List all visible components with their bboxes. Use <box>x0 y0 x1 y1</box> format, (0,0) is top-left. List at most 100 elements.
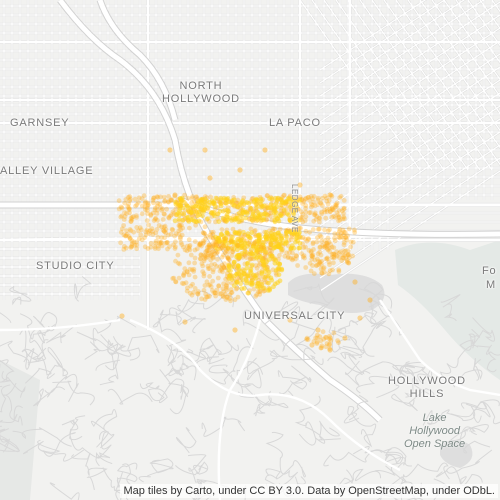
data-point <box>154 211 160 216</box>
data-point <box>319 270 325 276</box>
data-point <box>311 271 317 276</box>
data-point <box>255 254 260 260</box>
data-point <box>179 280 185 286</box>
data-point <box>318 201 324 206</box>
data-point <box>315 197 321 203</box>
data-point <box>327 249 333 254</box>
data-point <box>179 195 185 201</box>
data-point <box>187 247 193 253</box>
data-point <box>155 218 160 223</box>
data-point <box>133 203 138 209</box>
data-point <box>346 252 351 257</box>
data-point <box>336 234 342 240</box>
data-point <box>323 256 329 262</box>
data-point <box>165 240 170 245</box>
data-point <box>319 345 324 351</box>
data-point <box>189 200 195 206</box>
data-point <box>244 265 250 271</box>
data-point <box>152 246 158 251</box>
data-point <box>308 201 314 207</box>
data-point <box>208 253 213 258</box>
data-point <box>210 288 215 293</box>
data-point <box>252 241 257 246</box>
data-point <box>327 268 333 273</box>
data-point <box>186 272 192 278</box>
data-point <box>176 223 182 229</box>
data-point <box>143 232 149 238</box>
data-point <box>142 235 148 241</box>
data-point <box>287 250 292 256</box>
data-point <box>319 211 325 217</box>
data-point <box>182 247 188 253</box>
data-point <box>320 195 325 201</box>
data-point <box>202 253 208 258</box>
data-point <box>253 293 259 299</box>
data-point <box>157 241 163 247</box>
park-area-west <box>0 360 40 500</box>
data-point <box>225 250 231 255</box>
data-point <box>275 195 281 201</box>
data-point <box>163 230 169 236</box>
map-attribution: Map tiles by Carto, under CC BY 3.0. Dat… <box>120 484 498 498</box>
data-point <box>314 239 320 245</box>
data-point <box>336 269 342 274</box>
data-point <box>221 243 226 248</box>
data-point <box>323 335 328 340</box>
data-point <box>316 262 322 267</box>
data-point <box>331 251 337 257</box>
data-point <box>205 248 210 253</box>
data-point <box>137 225 143 231</box>
data-point <box>154 194 160 200</box>
data-point <box>202 254 208 260</box>
data-point <box>127 236 133 241</box>
data-point <box>307 210 312 216</box>
data-point <box>172 233 178 239</box>
data-point <box>332 235 337 241</box>
data-point <box>294 253 299 259</box>
data-point <box>127 236 133 241</box>
data-point <box>253 273 258 279</box>
data-point <box>314 341 320 346</box>
data-point <box>123 233 128 239</box>
data-point <box>334 210 340 216</box>
data-point <box>162 229 167 235</box>
data-point <box>195 289 201 294</box>
data-point <box>344 259 350 265</box>
data-point <box>269 277 275 283</box>
data-point <box>303 244 308 250</box>
data-point <box>160 227 166 233</box>
data-point <box>319 343 325 349</box>
data-point <box>156 243 161 249</box>
data-point <box>134 239 140 245</box>
data-point <box>217 291 223 297</box>
data-point <box>328 242 334 247</box>
data-point <box>224 294 230 300</box>
data-point <box>222 265 227 271</box>
data-point <box>173 279 179 284</box>
label-studio-city: STUDIO CITY <box>36 260 115 272</box>
data-point <box>284 230 289 236</box>
data-point <box>136 195 142 201</box>
data-point <box>291 226 297 232</box>
data-point <box>179 222 184 228</box>
data-point <box>318 338 324 344</box>
data-point <box>202 231 208 237</box>
data-point <box>287 217 293 223</box>
data-point <box>321 244 327 250</box>
data-point <box>220 286 226 292</box>
data-point <box>336 218 341 224</box>
data-point <box>254 197 260 203</box>
data-point <box>122 200 128 206</box>
data-point <box>231 246 237 252</box>
data-point <box>167 147 173 153</box>
data-point <box>279 267 285 273</box>
data-point <box>162 198 168 204</box>
data-point <box>209 249 215 255</box>
data-point <box>302 255 307 261</box>
data-point <box>143 229 149 235</box>
data-point <box>323 240 329 246</box>
data-point <box>327 245 332 251</box>
data-point <box>250 243 256 249</box>
data-point <box>224 214 230 220</box>
